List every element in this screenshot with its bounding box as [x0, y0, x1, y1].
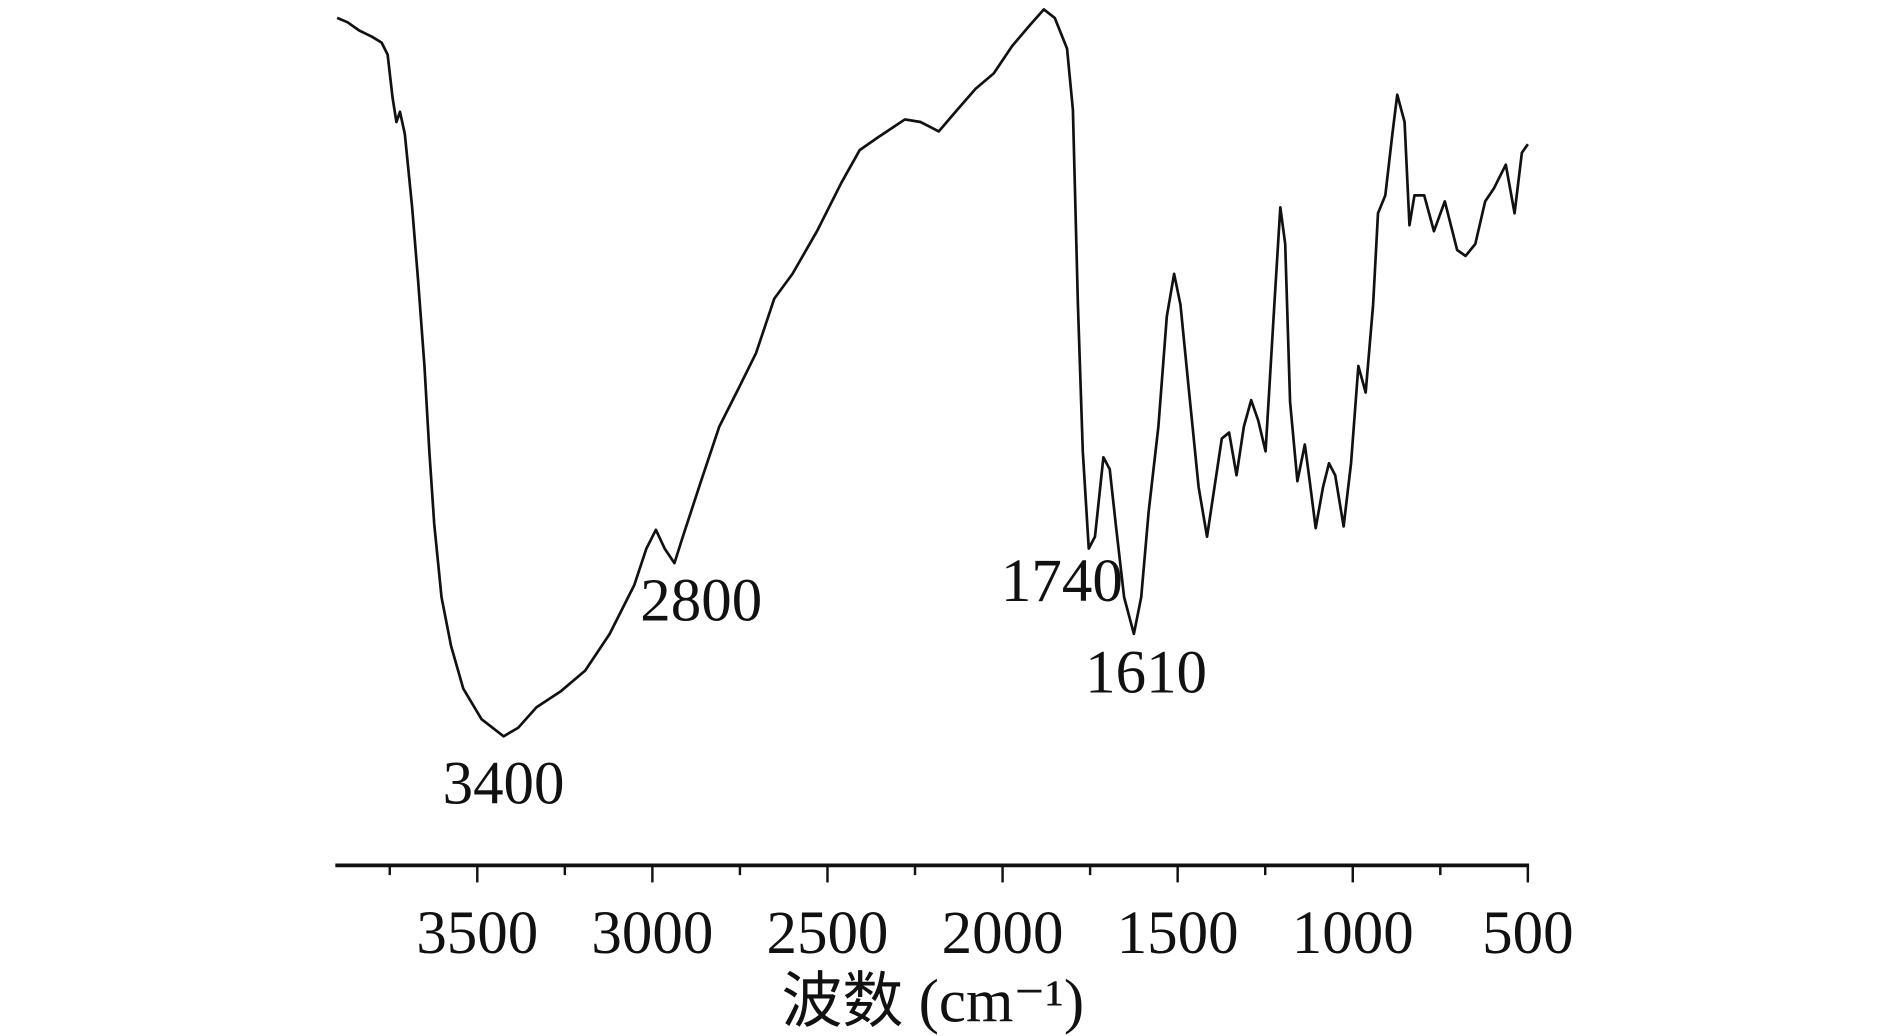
peak-label: 1740 — [1001, 548, 1123, 615]
x-tick-label: 500 — [1482, 900, 1573, 967]
x-tick-label: 3000 — [591, 900, 713, 967]
spectrum-line — [336, 8, 1529, 738]
x-axis-ticks — [388, 865, 1530, 883]
x-tick-label: 1500 — [1117, 900, 1239, 967]
x-tick-label: 2000 — [942, 900, 1064, 967]
x-tick-label: 3500 — [416, 900, 538, 967]
peak-label: 3400 — [443, 750, 565, 817]
peak-label: 1610 — [1085, 639, 1207, 706]
peak-label: 2800 — [640, 567, 762, 634]
plot-area — [336, 8, 1529, 738]
peak-annotations: 3400 2800 1740 1610 — [443, 548, 1207, 817]
x-axis-tick-labels: 3500 3000 2500 2000 1500 1000 500 — [416, 900, 1573, 967]
x-tick-label: 2500 — [767, 900, 889, 967]
x-tick-label: 1000 — [1292, 900, 1414, 967]
x-axis-label: 波数 (cm⁻¹) — [781, 968, 1084, 1035]
